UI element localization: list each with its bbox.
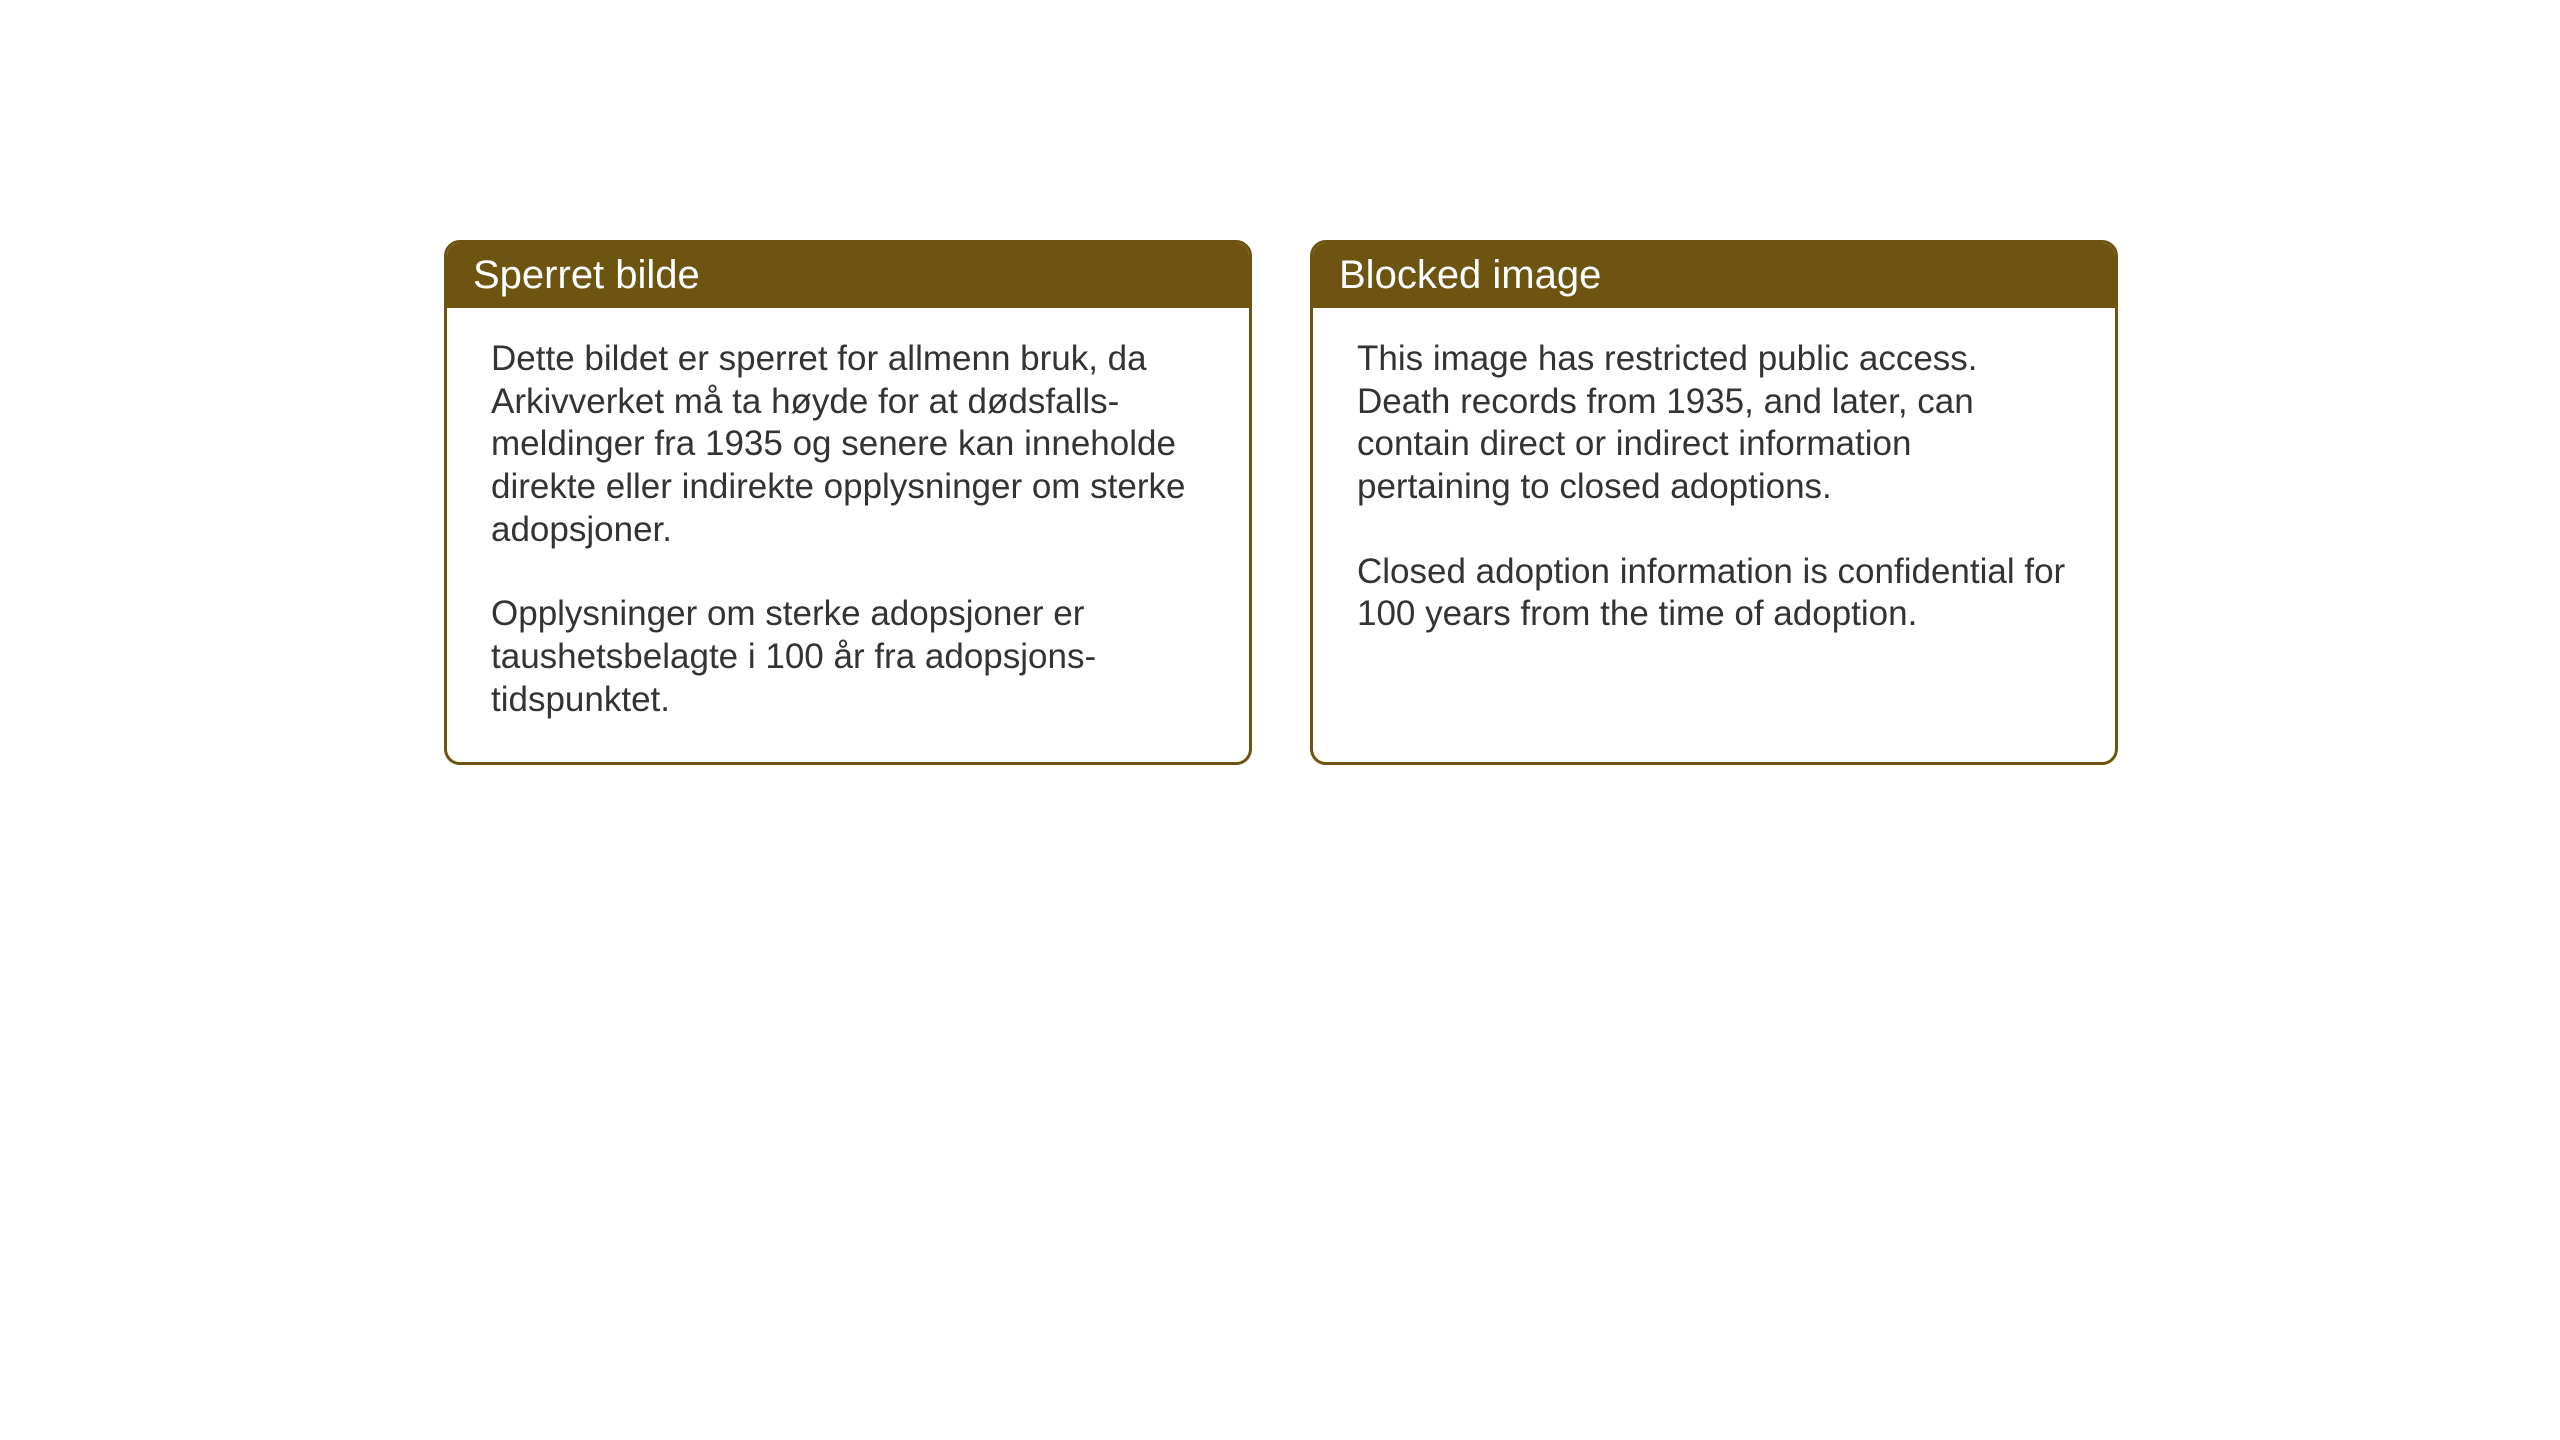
notice-paragraph-2-norwegian: Opplysninger om sterke adopsjoner er tau…	[491, 593, 1205, 721]
notice-paragraph-2-english: Closed adoption information is confident…	[1357, 551, 2071, 636]
notice-title-norwegian: Sperret bilde	[473, 253, 700, 297]
notice-container: Sperret bilde Dette bildet er sperret fo…	[444, 240, 2118, 765]
notice-body-norwegian: Dette bildet er sperret for allmenn bruk…	[447, 308, 1249, 762]
notice-paragraph-1-english: This image has restricted public access.…	[1357, 338, 2071, 509]
notice-box-norwegian: Sperret bilde Dette bildet er sperret fo…	[444, 240, 1252, 765]
notice-title-english: Blocked image	[1339, 253, 1601, 297]
notice-header-norwegian: Sperret bilde	[447, 243, 1249, 308]
notice-box-english: Blocked image This image has restricted …	[1310, 240, 2118, 765]
notice-paragraph-1-norwegian: Dette bildet er sperret for allmenn bruk…	[491, 338, 1205, 551]
notice-body-english: This image has restricted public access.…	[1313, 308, 2115, 676]
notice-header-english: Blocked image	[1313, 243, 2115, 308]
